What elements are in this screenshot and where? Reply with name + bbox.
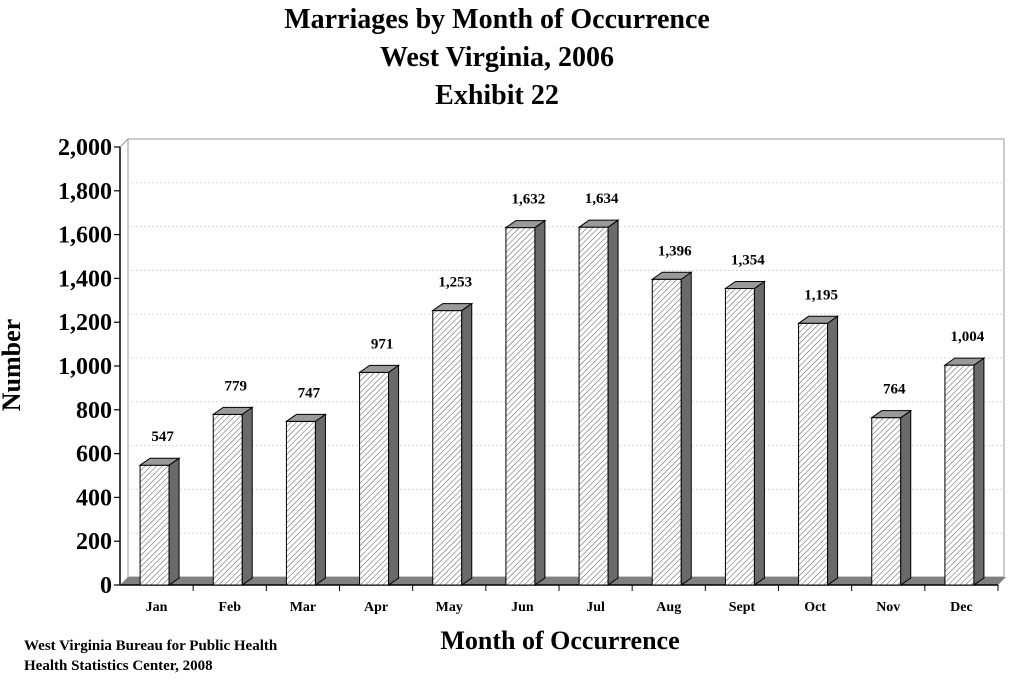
y-tick-label: 0 — [100, 573, 112, 599]
bar-top — [357, 364, 401, 373]
bar-oct: 1,195 — [796, 287, 840, 586]
y-axis-tick-labels: 0 200 400 600 800 1,000 1,200 1,400 1,600 1,800 2,… — [58, 135, 120, 599]
data-label: 1,634 — [585, 191, 619, 207]
y-tick-label: 1,600 — [58, 223, 112, 249]
x-tick-label: Aug — [656, 600, 681, 615]
data-label: 747 — [298, 385, 321, 401]
x-tick-label: Jan — [146, 600, 168, 615]
y-tick-label: 400 — [76, 485, 112, 511]
chart-title-line-1: Marriages by Month of Occurrence — [284, 4, 710, 35]
bar-top — [943, 357, 986, 366]
bar-top — [431, 303, 474, 312]
y-tick-label: 1,800 — [58, 179, 112, 205]
bar-front — [798, 322, 829, 586]
x-tick-label: Dec — [950, 600, 973, 615]
bar-side — [461, 302, 473, 586]
bar-apr: 971 — [357, 336, 401, 586]
bar-front — [871, 417, 902, 586]
bar-side — [753, 280, 765, 586]
bar-front — [432, 310, 463, 586]
source-line-1: West Virginia Bureau for Public Health — [24, 638, 278, 654]
x-axis-tick-labels: Jan Feb Mar Apr May Jun Jul Aug Sept Oct Nov Dec — [146, 585, 999, 615]
data-label: 1,195 — [804, 287, 838, 303]
data-label: 1,632 — [512, 192, 546, 208]
bar-side — [534, 219, 546, 586]
y-tick-label: 1,200 — [58, 310, 112, 336]
bar-side — [973, 357, 985, 586]
bar-aug: 1,396 — [650, 243, 693, 586]
bar-jul: 1,634 — [577, 191, 620, 586]
bar-sept: 1,354 — [723, 252, 767, 586]
y-tick-label: 1,000 — [58, 354, 112, 380]
bar-front — [359, 371, 390, 586]
data-label: 1,004 — [951, 329, 985, 345]
bar-front — [139, 464, 170, 586]
bar-top — [211, 406, 254, 415]
data-label: 1,396 — [658, 243, 692, 259]
bar-front — [505, 227, 536, 586]
bar-jun: 1,632 — [504, 192, 547, 586]
bar-side — [168, 457, 180, 586]
y-tick-label: 2,000 — [58, 135, 112, 161]
y-axis-title: Number — [0, 319, 26, 411]
x-tick-label: Feb — [218, 600, 241, 615]
bar-top — [723, 280, 767, 289]
x-tick-label: Jul — [586, 600, 605, 615]
x-tick-label: Nov — [876, 600, 900, 615]
bar-feb: 779 — [211, 378, 254, 586]
data-label: 1,354 — [731, 252, 765, 268]
x-tick-label: Apr — [364, 600, 388, 615]
bar-front — [212, 413, 243, 586]
x-tick-label: May — [436, 600, 463, 615]
floor-slab — [120, 577, 1006, 585]
bar-dec: 1,004 — [943, 329, 986, 586]
bar-top — [870, 410, 913, 419]
bar-mar: 747 — [284, 385, 328, 586]
data-label: 971 — [371, 336, 394, 352]
bar-side — [827, 315, 839, 586]
x-tick-label: Sept — [729, 600, 756, 615]
bar-may: 1,253 — [431, 275, 474, 586]
y-tick-label: 600 — [76, 442, 112, 468]
bar-side — [241, 406, 253, 586]
bar-front — [285, 420, 316, 586]
data-label: 779 — [225, 378, 248, 394]
bar-front — [578, 226, 609, 586]
bars: 547 779 747 971 1,253 1,632 1,634 1,396 1,354 1,1… — [138, 191, 986, 586]
chart-title-line-3: Exhibit 22 — [435, 80, 559, 111]
bar-top — [796, 315, 840, 324]
data-label: 547 — [151, 429, 174, 445]
y-tick-label: 200 — [76, 529, 112, 555]
bar-side — [388, 364, 400, 586]
x-tick-label: Oct — [804, 600, 826, 615]
x-tick-label: Jun — [511, 600, 534, 615]
bar-nov: 764 — [870, 382, 913, 586]
data-label: 1,253 — [438, 275, 472, 291]
bar-side — [314, 413, 326, 586]
bar-top — [577, 219, 620, 228]
bar-top — [284, 413, 328, 422]
bar-top — [650, 271, 693, 280]
bar-front — [944, 364, 975, 586]
data-label: 764 — [883, 382, 906, 398]
y-tick-label: 1,400 — [58, 266, 112, 292]
x-tick-label: Mar — [290, 600, 316, 615]
frame-corner — [119, 138, 129, 148]
bar-side — [680, 271, 692, 586]
bar-side — [900, 409, 912, 586]
bar-jan: 547 — [138, 429, 181, 586]
y-tick-label: 800 — [76, 398, 112, 424]
gridlines — [128, 182, 1004, 534]
x-axis-title: Month of Occurrence — [440, 626, 679, 655]
bar-side — [607, 219, 619, 586]
bar-front — [651, 278, 682, 586]
bar-front — [724, 287, 755, 586]
chart-title-line-2: West Virginia, 2006 — [379, 42, 615, 73]
bar-top — [504, 220, 547, 229]
source-line-2: Health Statistics Center, 2008 — [24, 658, 213, 674]
bar-top — [138, 457, 181, 466]
